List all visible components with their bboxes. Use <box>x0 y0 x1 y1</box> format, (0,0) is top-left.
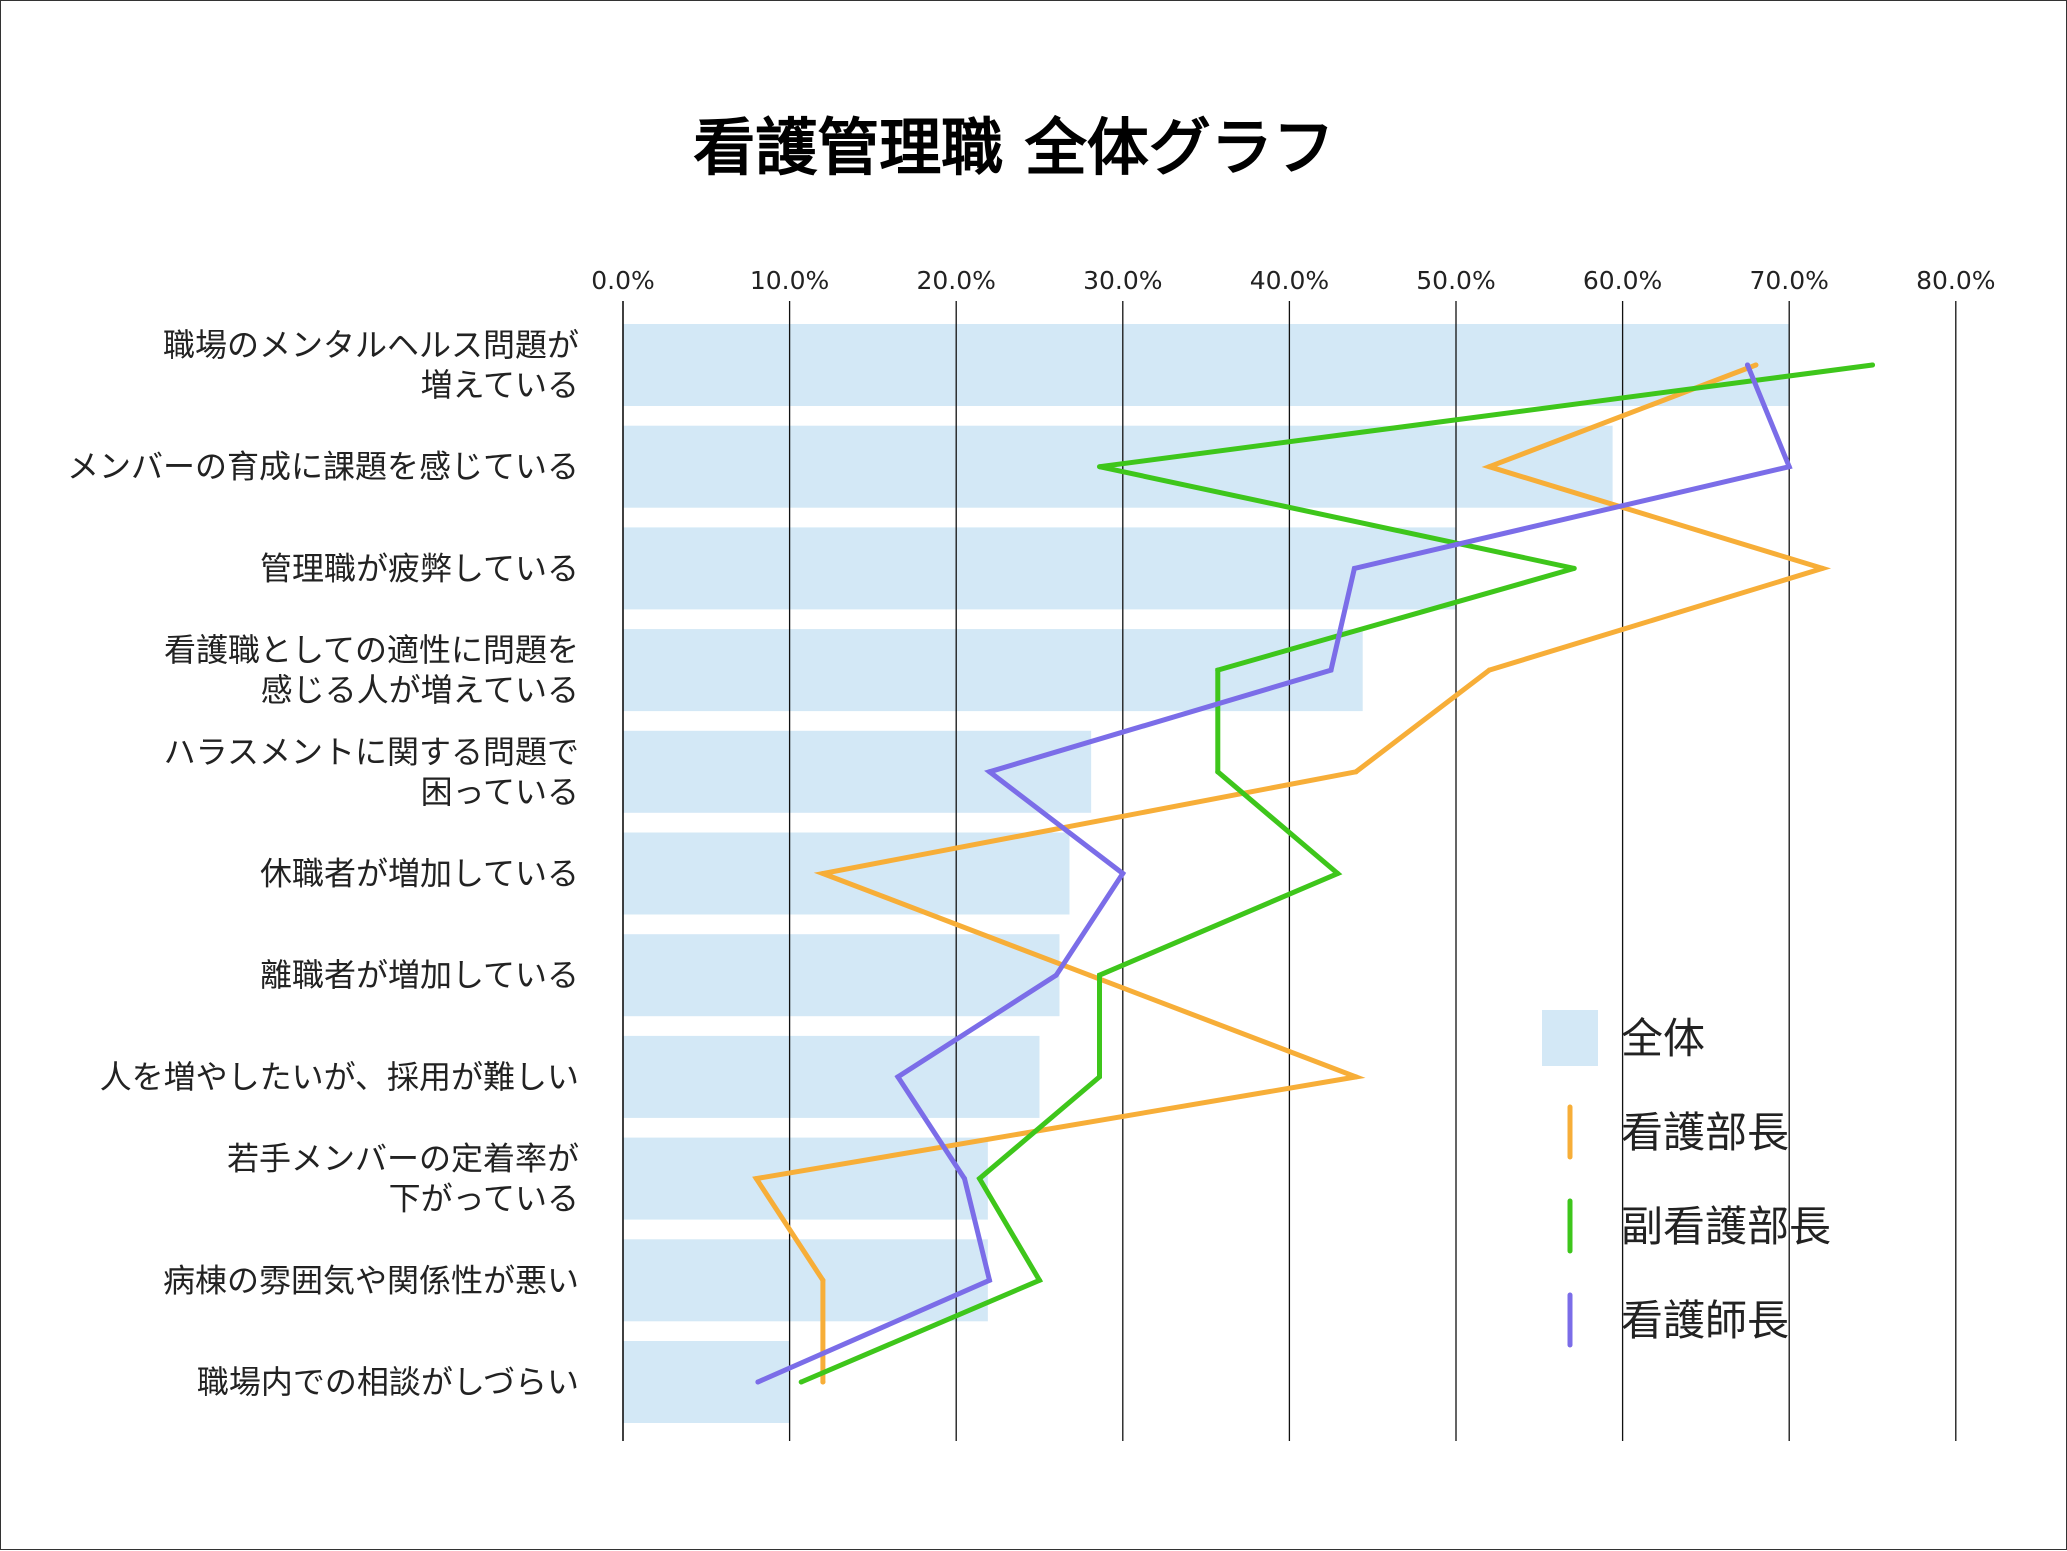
series-3-point <box>1745 362 1751 368</box>
series-2-point <box>977 1176 983 1182</box>
series-1-point <box>1486 667 1492 673</box>
series-3-point <box>1351 565 1357 571</box>
category-label-line: 病棟の雰囲気や関係性が悪い <box>163 1261 579 1299</box>
category-label-line: 管理職が疲弊している <box>260 549 579 587</box>
bar-5 <box>623 730 1092 813</box>
bar-11 <box>623 1341 790 1423</box>
legend-label: 副看護部長 <box>1621 1202 1831 1251</box>
category-label: 看護職としての適性に問題を感じる人が増えている <box>164 631 579 709</box>
series-3-point <box>1328 667 1334 673</box>
series-2-point <box>1096 1074 1102 1080</box>
x-tick-label: 50.0% <box>1416 266 1495 295</box>
series-2-point <box>1335 871 1341 876</box>
bar-6 <box>623 832 1070 915</box>
series-3-point <box>755 1379 761 1385</box>
category-label: 管理職が疲弊している <box>260 549 579 587</box>
category-label: 離職者が増加している <box>260 956 579 994</box>
category-label: ハラスメントに関する問題で困っている <box>164 733 579 811</box>
category-label-line: 困っている <box>421 773 579 811</box>
bars-group <box>623 324 1790 1423</box>
x-tick-labels: 0.0% 10.0% 20.0% 30.0% 40.0% 50.0% 60.0% 70.0% 8… <box>591 266 1995 295</box>
x-tick-label: 80.0% <box>1916 266 1995 295</box>
legend-label: 看護師長 <box>1621 1296 1789 1345</box>
series-2-point <box>1096 464 1102 470</box>
series-2-point <box>1870 362 1875 368</box>
chart-title: 看護管理職 全体グラフ <box>693 111 1335 184</box>
series-1-point <box>1753 362 1759 368</box>
category-label-line: 下がっている <box>389 1180 579 1218</box>
category-label-line: 感じる人が増えている <box>261 671 579 709</box>
series-2-point <box>1571 565 1577 571</box>
x-tick-label: 20.0% <box>916 266 995 295</box>
series-3-point <box>987 1277 993 1283</box>
category-label-line: 若手メンバーの定着率が <box>227 1140 579 1178</box>
series-3-point <box>1053 972 1059 978</box>
series-1-point <box>820 1379 826 1385</box>
x-tick-label: 0.0% <box>591 266 655 295</box>
series-1-point <box>820 1277 826 1283</box>
x-tick-label: 30.0% <box>1083 266 1162 295</box>
category-label-line: 看護職としての適性に問題を <box>164 631 579 669</box>
series-1-point <box>820 871 826 876</box>
category-label-line: 人を増やしたいが、採用が難しい <box>100 1058 579 1096</box>
series-1-point <box>1820 565 1826 571</box>
series-1-point <box>1353 1074 1359 1080</box>
series-2-point <box>1037 1277 1042 1283</box>
bar-8 <box>623 1035 1040 1118</box>
series-1-point <box>753 1176 759 1182</box>
series-2-point <box>1215 667 1221 673</box>
category-label-line: 離職者が増加している <box>260 956 579 994</box>
legend-swatch-bar <box>1542 1010 1598 1066</box>
category-label-line: 増えている <box>421 366 579 404</box>
category-label: 休職者が増加している <box>260 855 579 893</box>
x-tick-label: 40.0% <box>1250 266 1329 295</box>
legend-label: 看護部長 <box>1621 1108 1789 1157</box>
bar-7 <box>623 934 1060 1017</box>
series-2-point <box>1215 769 1221 775</box>
bar-1 <box>623 324 1790 406</box>
series-2-point <box>798 1379 804 1385</box>
series-3-point <box>962 1176 968 1182</box>
category-label-line: メンバーの育成に課題を感じている <box>67 448 579 486</box>
legend-label: 全体 <box>1621 1014 1705 1063</box>
x-tick-label: 10.0% <box>750 266 829 295</box>
category-label: 職場のメンタルヘルス問題が増えている <box>163 326 579 404</box>
series-3-point <box>895 1074 901 1080</box>
series-1-point <box>1086 972 1092 978</box>
category-label: 若手メンバーの定着率が下がっている <box>227 1140 579 1218</box>
category-label: メンバーの育成に課題を感じている <box>67 448 579 486</box>
lines-group <box>752 362 1875 1385</box>
bar-4 <box>623 629 1363 712</box>
x-tick-label: 60.0% <box>1583 266 1662 295</box>
series-1-point <box>1486 464 1492 470</box>
category-label-line: 職場のメンタルヘルス問題が <box>163 326 579 364</box>
category-label: 職場内での相談がしづらい <box>197 1363 579 1401</box>
category-label-line: 職場内での相談がしづらい <box>197 1363 579 1401</box>
category-labels: 職場のメンタルヘルス問題が増えているメンバーの育成に課題を感じている管理職が疲弊… <box>67 326 579 1401</box>
series-3-point <box>987 769 993 775</box>
series-1-point <box>1353 769 1359 775</box>
bar-3 <box>623 527 1456 610</box>
series-3-point <box>1120 871 1126 876</box>
x-tick-label: 70.0% <box>1749 266 1828 295</box>
category-label-line: ハラスメントに関する問題で <box>164 733 579 771</box>
series-2-point <box>1096 972 1102 978</box>
category-label-line: 休職者が増加している <box>260 855 579 893</box>
category-label: 人を増やしたいが、採用が難しい <box>100 1058 579 1096</box>
category-label: 病棟の雰囲気や関係性が悪い <box>163 1261 579 1299</box>
series-3-point <box>1786 464 1792 470</box>
